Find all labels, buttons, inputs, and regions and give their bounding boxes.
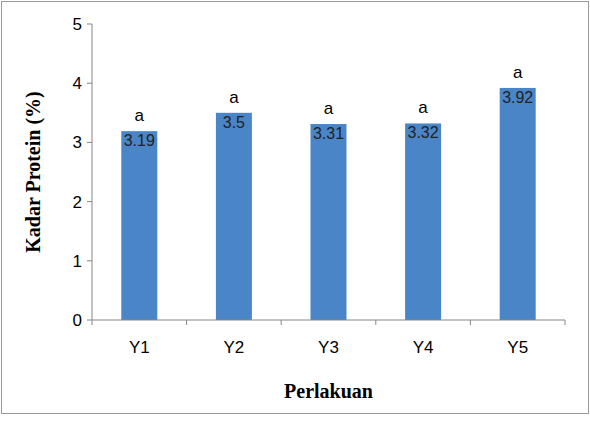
- annotation: a: [135, 106, 145, 125]
- data-label: 3.5: [223, 114, 245, 131]
- data-label: 3.19: [124, 132, 155, 149]
- x-tick: [565, 320, 566, 325]
- x-axis: [92, 320, 565, 321]
- y-tick: [87, 24, 92, 25]
- y-tick: [87, 201, 92, 202]
- data-label: 3.32: [408, 124, 439, 141]
- annotation: a: [513, 63, 523, 82]
- bar: [405, 123, 441, 320]
- x-tick: [92, 320, 93, 325]
- bar: [311, 124, 347, 320]
- x-tick: [186, 320, 187, 325]
- annotation: a: [324, 99, 334, 118]
- bar: [121, 131, 157, 320]
- chart-frame: [2, 2, 589, 414]
- bar: [216, 113, 252, 320]
- page: {"chart_data": {"type": "bar", "x_label"…: [0, 0, 590, 426]
- x-axis-title: Perlakuan: [284, 380, 373, 402]
- y-tick: [87, 320, 92, 321]
- x-tick-label: Y3: [318, 338, 339, 357]
- y-tick-label: 5: [73, 15, 82, 34]
- bar: [500, 88, 536, 320]
- x-tick-label: Y1: [129, 338, 150, 357]
- bars: [121, 88, 535, 320]
- y-axis-title: Kadar Protein (%): [22, 91, 45, 252]
- chart-svg: 0 1 2 3 4 5 Y1 Y2 Y3 Y4 Y5 3.19 3.5 3.31 3.32 3.92 a a a a a…: [0, 0, 590, 426]
- y-tick-label: 0: [73, 311, 82, 330]
- x-tick-label: Y5: [507, 338, 528, 357]
- chart-container: 0 1 2 3 4 5 Y1 Y2 Y3 Y4 Y5 3.19 3.5 3.31 3.32 3.92 a a a a a…: [0, 0, 590, 426]
- x-tick-label: Y2: [224, 338, 245, 357]
- y-tick: [87, 142, 92, 143]
- y-tick: [87, 83, 92, 84]
- annotation: a: [418, 98, 428, 117]
- data-label: 3.31: [313, 125, 344, 142]
- x-tick: [281, 320, 282, 325]
- y-axis: [92, 24, 93, 320]
- x-tick-label: Y4: [413, 338, 434, 357]
- y-tick: [87, 260, 92, 261]
- data-label: 3.92: [502, 89, 533, 106]
- x-tick: [375, 320, 376, 325]
- y-tick-label: 1: [73, 252, 82, 271]
- x-tick: [470, 320, 471, 325]
- y-tick-label: 3: [73, 133, 82, 152]
- annotation: a: [229, 88, 239, 107]
- y-tick-label: 2: [73, 193, 82, 212]
- y-tick-label: 4: [73, 74, 82, 93]
